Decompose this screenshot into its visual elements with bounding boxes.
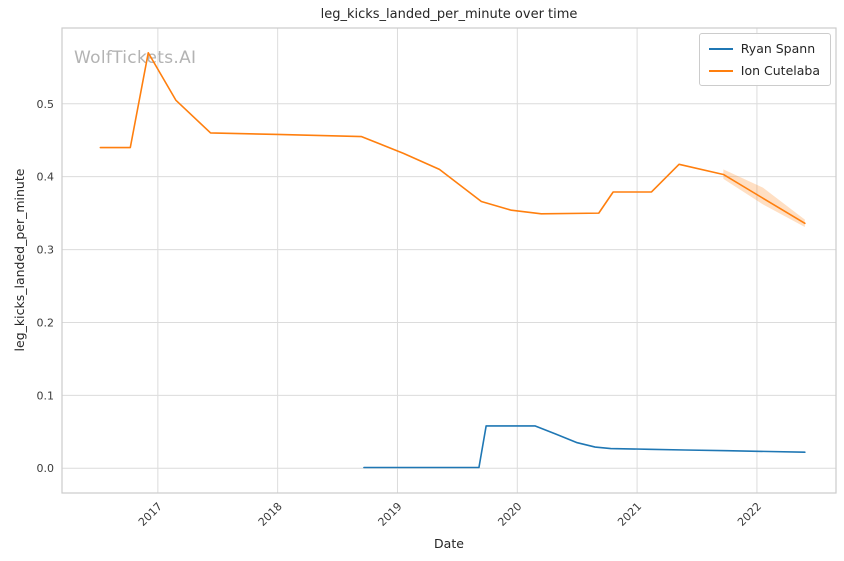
legend-item-ryan-spann: Ryan Spann (708, 41, 820, 56)
svg-text:2019: 2019 (376, 500, 405, 529)
svg-text:2018: 2018 (256, 500, 285, 529)
svg-text:2022: 2022 (735, 500, 764, 529)
legend-label: Ion Cutelaba (740, 63, 820, 78)
svg-text:2020: 2020 (495, 500, 524, 529)
legend-item-ion-cutelaba: Ion Cutelaba (708, 63, 820, 78)
svg-text:0.5: 0.5 (37, 98, 55, 111)
legend-label: Ryan Spann (740, 41, 816, 56)
line-swatch-icon (708, 47, 733, 50)
chart-title: leg_kicks_landed_per_minute over time (320, 7, 578, 22)
svg-text:2021: 2021 (615, 500, 644, 529)
svg-text:0.3: 0.3 (37, 244, 55, 257)
svg-text:2017: 2017 (136, 500, 165, 529)
svg-text:0.2: 0.2 (37, 316, 55, 329)
legend: Ryan Spann Ion Cutelaba (698, 33, 831, 86)
y-axis-label: leg_kicks_landed_per_minute (12, 168, 27, 352)
x-axis-label: Date (434, 536, 464, 551)
watermark: WolfTickets.AI (74, 48, 197, 68)
svg-text:0.0: 0.0 (37, 462, 55, 475)
svg-text:0.4: 0.4 (37, 171, 55, 184)
svg-text:0.1: 0.1 (37, 389, 55, 402)
line-swatch-icon (708, 69, 733, 72)
